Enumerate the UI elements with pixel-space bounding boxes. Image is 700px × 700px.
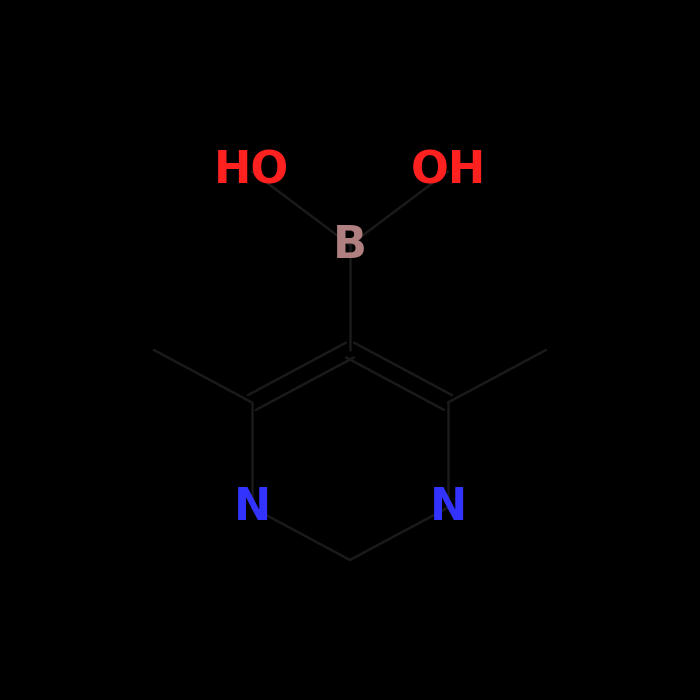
Text: N: N <box>429 486 467 529</box>
Text: B: B <box>333 223 367 267</box>
Text: OH: OH <box>410 150 486 193</box>
Text: HO: HO <box>214 150 290 193</box>
Text: N: N <box>233 486 271 529</box>
